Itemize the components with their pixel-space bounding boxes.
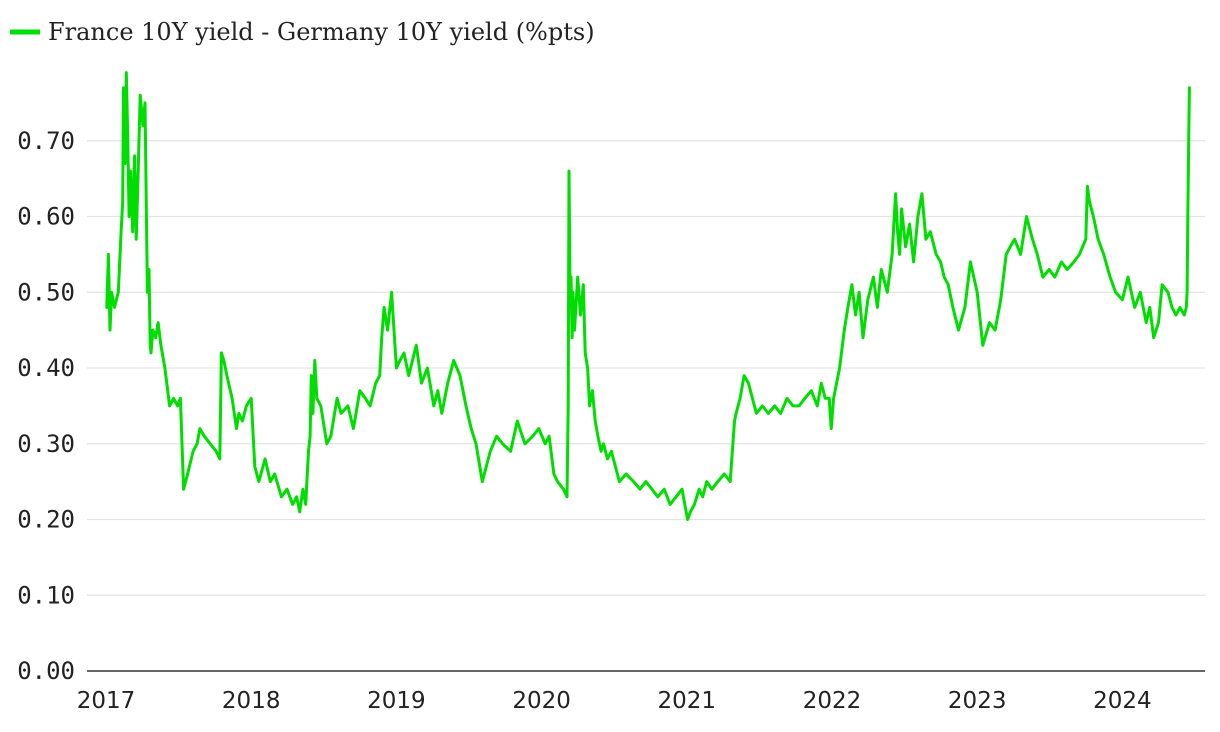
series-group xyxy=(105,71,1191,521)
x-tick-label: 2021 xyxy=(658,688,717,714)
x-tick-label: 2020 xyxy=(512,688,571,714)
y-axis-tick-labels: 0.00 0.10 0.20 0.30 0.40 0.50 0.60 0.70 xyxy=(17,127,75,685)
y-tick-label: 0.00 xyxy=(17,657,75,685)
y-tick-label: 0.60 xyxy=(17,203,75,231)
series-line xyxy=(105,71,1191,521)
x-tick-label: 2019 xyxy=(367,688,426,714)
y-tick-label: 0.50 xyxy=(17,278,75,306)
x-tick-label: 2023 xyxy=(948,688,1007,714)
x-tick-label: 2017 xyxy=(77,688,136,714)
legend-label: France 10Y yield - Germany 10Y yield (%p… xyxy=(48,18,595,46)
y-tick-label: 0.30 xyxy=(17,430,75,458)
gridlines xyxy=(87,140,1205,596)
y-tick-label: 0.40 xyxy=(17,354,75,382)
y-tick-label: 0.10 xyxy=(17,581,75,609)
x-axis-tick-labels: 2017 2018 2019 2020 2021 2022 2023 2024 xyxy=(77,688,1152,714)
x-tick-label: 2024 xyxy=(1093,688,1152,714)
legend: France 10Y yield - Germany 10Y yield (%p… xyxy=(10,18,595,46)
x-tick-label: 2018 xyxy=(222,688,281,714)
y-tick-label: 0.70 xyxy=(17,127,75,155)
x-tick-label: 2022 xyxy=(803,688,862,714)
y-tick-label: 0.20 xyxy=(17,506,75,534)
